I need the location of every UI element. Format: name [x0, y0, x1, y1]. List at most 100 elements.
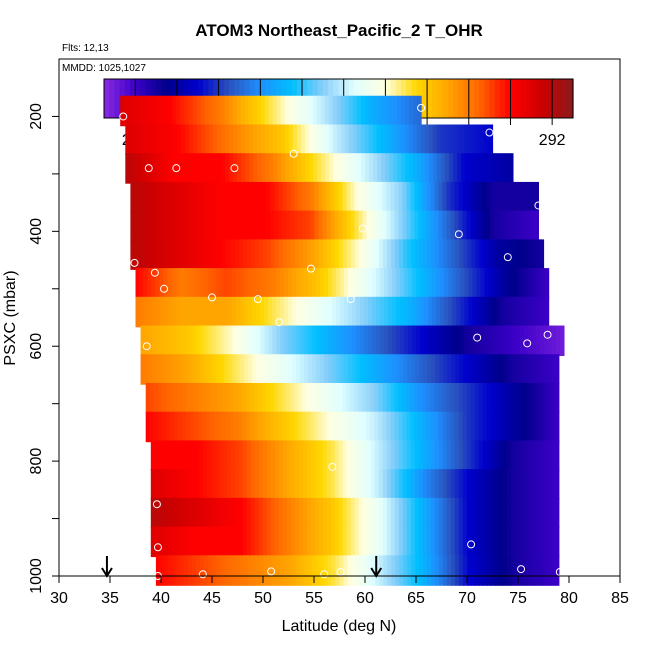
heatmap-cell: [410, 210, 415, 242]
heatmap-cell: [446, 382, 452, 414]
heatmap-cell: [137, 153, 142, 184]
heatmap-cell: [394, 497, 400, 529]
heatmap-cell: [350, 411, 355, 443]
colorbar-segment: [463, 79, 470, 118]
heatmap-cell: [232, 95, 238, 127]
heatmap-cell: [326, 440, 332, 471]
heatmap-cell: [390, 469, 396, 500]
heatmap-cell: [442, 181, 447, 213]
heatmap-cell: [474, 210, 479, 242]
heatmap-cell: [434, 181, 439, 213]
heatmap-cell: [458, 469, 464, 500]
heatmap-cell: [230, 440, 236, 471]
heatmap-cell: [383, 239, 388, 270]
heatmap-cell: [424, 153, 430, 184]
heatmap-cell: [362, 497, 368, 529]
heatmap-cell: [514, 440, 520, 471]
heatmap-cell: [291, 268, 297, 299]
heatmap-cell: [539, 325, 545, 357]
heatmap-cell: [522, 440, 528, 471]
heatmap-cell: [142, 210, 147, 242]
heatmap-cell: [382, 411, 387, 443]
heatmap-cell: [141, 153, 146, 184]
heatmap-cell: [386, 526, 392, 558]
heatmap-cell: [454, 181, 459, 213]
heatmap-cell: [187, 296, 193, 328]
heatmap-cell: [225, 382, 231, 414]
heatmap-cell: [350, 497, 356, 529]
heatmap-cell: [388, 296, 393, 328]
colorbar-segment: [421, 79, 428, 118]
heatmap-cell: [482, 497, 488, 529]
heatmap-cell: [486, 210, 491, 242]
heatmap-cell: [230, 239, 236, 270]
heatmap-cell: [343, 354, 349, 385]
heatmap-cell: [232, 325, 238, 357]
heatmap-cell: [361, 153, 366, 184]
heatmap-cell: [308, 325, 313, 357]
heatmap-cell: [210, 181, 215, 213]
heatmap-cell: [214, 181, 219, 213]
heatmap-cell: [241, 124, 246, 155]
heatmap-cell: [346, 181, 351, 213]
heatmap-cell: [270, 469, 276, 500]
heatmap-cell: [490, 526, 496, 558]
heatmap-cell: [542, 497, 548, 529]
heatmap-cell: [158, 210, 163, 242]
heatmap-cell: [478, 440, 484, 471]
heatmap-cell: [294, 181, 299, 213]
heatmap-cell: [183, 555, 189, 586]
heatmap-cell: [144, 325, 150, 357]
heatmap-cell: [448, 325, 453, 357]
heatmap-cell: [432, 153, 438, 184]
heatmap-cell: [387, 239, 392, 270]
heatmap-cell: [310, 497, 316, 529]
heatmap-cell: [350, 382, 355, 414]
heatmap-cell: [416, 325, 421, 357]
heatmap-cell: [238, 181, 243, 213]
heatmap-cell: [129, 153, 134, 184]
heatmap-cell: [155, 555, 161, 586]
heatmap-cell: [272, 354, 277, 385]
heatmap-cell: [546, 382, 552, 414]
heatmap-cell: [181, 411, 187, 443]
heatmap-cell: [352, 268, 357, 299]
heatmap-cell: [487, 354, 492, 385]
heatmap-cell: [246, 239, 252, 270]
heatmap-cell: [299, 354, 305, 385]
sample-point: [289, 149, 298, 158]
heatmap-cell: [420, 296, 425, 328]
sample-point: [358, 224, 367, 233]
heatmap-cell: [354, 382, 359, 414]
heatmap-cell: [354, 440, 360, 471]
heatmap-cell: [388, 124, 394, 155]
heatmap-cell: [310, 526, 316, 558]
heatmap-cell: [382, 469, 388, 500]
heatmap-cell: [522, 526, 528, 558]
heatmap-cell: [346, 382, 351, 414]
heatmap-cell: [516, 268, 522, 299]
colorbar-segment: [473, 79, 480, 118]
heatmap-cell: [237, 411, 243, 443]
heatmap-cell: [181, 382, 187, 414]
heatmap-cell: [191, 268, 197, 299]
heatmap-cell: [310, 210, 315, 242]
heatmap-row: [150, 497, 560, 529]
heatmap-cell: [526, 440, 532, 471]
heatmap-cell: [352, 296, 357, 328]
heatmap-cell: [220, 325, 226, 357]
heatmap-cell: [470, 210, 475, 242]
chart-title: ATOM3 Northeast_Pacific_2 T_OHR: [195, 21, 483, 40]
heatmap-cell: [210, 210, 215, 242]
heatmap-cell: [266, 497, 272, 529]
heatmap-cell: [344, 325, 349, 357]
heatmap-cell: [484, 268, 490, 299]
heatmap-cell: [217, 124, 222, 155]
heatmap-cell: [278, 181, 283, 213]
heatmap-cell: [360, 296, 365, 328]
sample-point: [336, 567, 345, 576]
heatmap-cell: [215, 268, 221, 299]
heatmap-cell: [253, 124, 258, 155]
sample-point: [503, 253, 512, 262]
heatmap-cell: [203, 296, 209, 328]
